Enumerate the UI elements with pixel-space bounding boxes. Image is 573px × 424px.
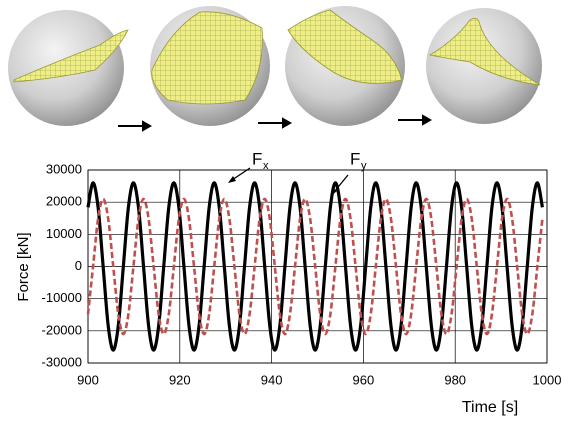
plot-frame <box>87 169 548 364</box>
annotation-arrow <box>231 167 251 181</box>
x-tick-label: 900 <box>77 372 99 387</box>
series-line <box>86 181 544 352</box>
membrane <box>428 17 541 86</box>
x-axis-label: Time [s] <box>462 399 518 416</box>
arrow-head <box>422 114 433 126</box>
arrow-head <box>142 120 153 132</box>
chart: -30000 -20000 -10000 0 10000 20000 30000 900 920… <box>42 161 562 387</box>
annotation-arrow <box>333 174 349 193</box>
y-tick-label: 0 <box>75 258 82 273</box>
series-line <box>86 197 544 336</box>
annotation: F x <box>228 149 269 183</box>
y-tick-label: -20000 <box>42 322 82 337</box>
annotation: F y <box>331 149 367 196</box>
arrows <box>118 114 433 132</box>
y-tick-label: -10000 <box>42 290 82 305</box>
y-axis-label: Force [kN] <box>15 232 32 301</box>
x-tick-label: 940 <box>261 372 283 387</box>
annotation-subscript: x <box>263 160 269 172</box>
annotation-subscript: y <box>361 160 367 172</box>
sphere-sequence <box>8 6 542 132</box>
annotation-arrow-head <box>331 188 337 196</box>
x-tick-label: 920 <box>169 372 191 387</box>
y-tick-label: 10000 <box>46 226 82 241</box>
x-tick-label: 1000 <box>533 372 562 387</box>
annotation-arrow-head <box>228 176 236 183</box>
x-tick-label: 960 <box>353 372 375 387</box>
annotation-text: F <box>350 149 360 168</box>
annotation-text: F <box>252 149 262 168</box>
y-tick-label: -30000 <box>42 354 82 369</box>
membrane <box>13 29 129 83</box>
x-tick-label: 980 <box>444 372 466 387</box>
arrow-head <box>282 117 293 129</box>
membrane <box>151 11 263 105</box>
y-tick-label: 30000 <box>46 161 82 176</box>
y-tick-label: 20000 <box>46 194 82 209</box>
membrane <box>287 9 403 84</box>
